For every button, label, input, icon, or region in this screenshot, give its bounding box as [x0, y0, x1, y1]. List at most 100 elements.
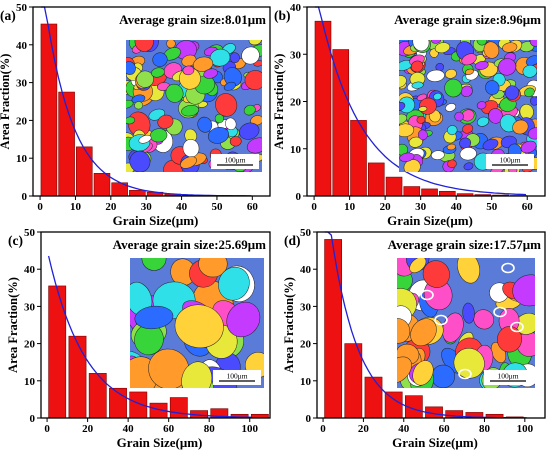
y-axis-label: Area Fraction(%) [6, 277, 20, 373]
bar [169, 397, 188, 419]
bar [324, 239, 343, 419]
y-tick-label: 40 [290, 2, 302, 14]
bar [344, 343, 363, 419]
x-tick-label: 60 [439, 423, 451, 435]
y-tick-label: 20 [300, 339, 312, 351]
panel-label: (d) [284, 233, 301, 248]
x-tick-label: 20 [358, 423, 370, 435]
x-axis-label: Grain Size(μm) [113, 213, 199, 228]
x-tick-label: 60 [247, 201, 259, 213]
y-tick-label: 50 [24, 227, 36, 239]
panel-label: (a) [0, 8, 16, 23]
y-tick-label: 50 [300, 227, 312, 239]
bar [384, 391, 403, 419]
fit-curve [315, 6, 527, 196]
highlight-circle [501, 262, 515, 274]
x-tick-label: 0 [37, 201, 43, 213]
x-tick-label: 0 [320, 423, 326, 435]
scale-bar-label: 100μm [499, 156, 520, 165]
x-tick-label: 100 [241, 423, 258, 435]
average-grain-size-label: Average grain size:8.96μm [394, 12, 541, 27]
bar [40, 23, 58, 197]
y-tick-label: 0 [296, 191, 302, 203]
fit-curve [47, 255, 252, 418]
x-tick-label: 10 [344, 201, 356, 213]
highlight-circle [493, 306, 507, 318]
bar [93, 173, 111, 197]
bar [439, 190, 456, 197]
y-tick-label: 0 [306, 413, 312, 425]
average-grain-size-label: Average grain size:17.57μm [388, 237, 542, 252]
plot-frame [32, 6, 271, 197]
scale-bar-label: 100μm [226, 372, 247, 381]
y-tick-label: 10 [290, 144, 302, 156]
scale-bar-label: 100μm [224, 156, 245, 165]
x-tick-label: 20 [105, 201, 117, 213]
x-tick-label: 30 [415, 201, 427, 213]
highlight-circle [510, 321, 524, 333]
x-tick-label: 60 [163, 423, 175, 435]
average-grain-size-label: Average grain size:8.01μm [119, 12, 266, 27]
y-tick-label: 0 [30, 413, 36, 425]
x-tick-label: 50 [211, 201, 223, 213]
bar [421, 188, 438, 197]
x-tick-label: 40 [398, 423, 410, 435]
bar [367, 162, 385, 197]
y-tick-label: 40 [24, 264, 36, 276]
y-axis-label: Area Fraction(%) [0, 54, 12, 150]
plot-frame [316, 231, 546, 419]
y-tick-label: 10 [300, 376, 312, 388]
y-tick-label: 30 [290, 49, 302, 61]
bar [48, 285, 67, 419]
x-tick-label: 20 [82, 423, 94, 435]
x-tick-label: 0 [44, 423, 50, 435]
y-axis-label: Area Fraction(%) [282, 277, 296, 373]
x-tick-label: 80 [479, 423, 491, 435]
y-tick-label: 30 [300, 301, 312, 313]
bar [68, 335, 87, 419]
x-tick-label: 20 [380, 201, 392, 213]
y-tick-label: 10 [16, 153, 28, 165]
panel-label: (c) [8, 233, 23, 248]
highlight-circle [434, 314, 448, 326]
x-tick-label: 10 [70, 201, 82, 213]
bar [385, 176, 403, 197]
ebsd-inset-image: 100μm [126, 40, 262, 172]
y-tick-label: 0 [22, 191, 28, 203]
ebsd-inset-image: 100μm [399, 40, 537, 172]
chart-panel-a: 100μm 0 10 20 30 40 50 60 0 10 20 30 40 50 Grain Size(… [0, 2, 271, 228]
plot-frame [40, 231, 271, 419]
panel-label: (b) [274, 8, 291, 23]
x-tick-label: 30 [141, 201, 153, 213]
scale-bar-label: 100μm [497, 372, 518, 381]
bar [129, 190, 146, 197]
x-tick-label: 40 [176, 201, 188, 213]
y-axis-label: Area Fraction(%) [272, 54, 286, 150]
y-tick-label: 50 [16, 2, 28, 14]
highlight-circle [458, 368, 472, 380]
chart-panel-c: 100μm 0 20 40 60 80 100 0 10 20 30 40 50 Grain Size(μ… [6, 227, 271, 450]
ebsd-inset-image: 100μm [397, 258, 535, 388]
y-tick-label: 20 [290, 97, 302, 109]
average-grain-size-label: Average grain size:25.69μm [113, 237, 267, 252]
x-tick-label: 40 [451, 201, 463, 213]
x-axis-label: Grain Size(μm) [387, 213, 473, 228]
x-tick-label: 40 [123, 423, 135, 435]
ebsd-inset-image: 100μm [130, 258, 264, 388]
y-tick-label: 30 [16, 78, 28, 90]
y-tick-label: 20 [16, 115, 28, 127]
y-tick-label: 30 [24, 301, 36, 313]
highlight-circle [420, 289, 434, 301]
y-tick-label: 20 [24, 339, 36, 351]
x-tick-label: 80 [204, 423, 216, 435]
bar [403, 186, 421, 197]
x-tick-label: 60 [522, 201, 534, 213]
x-tick-label: 100 [517, 423, 534, 435]
bar [332, 49, 350, 197]
x-axis-label: Grain Size(μm) [392, 435, 478, 450]
y-tick-label: 10 [24, 376, 36, 388]
x-axis-label: Grain Size(μm) [117, 435, 203, 450]
chart-panel-d: 100μm 0 20 40 60 80 100 0 10 20 30 40 50 Grain Size(μ… [282, 227, 546, 450]
